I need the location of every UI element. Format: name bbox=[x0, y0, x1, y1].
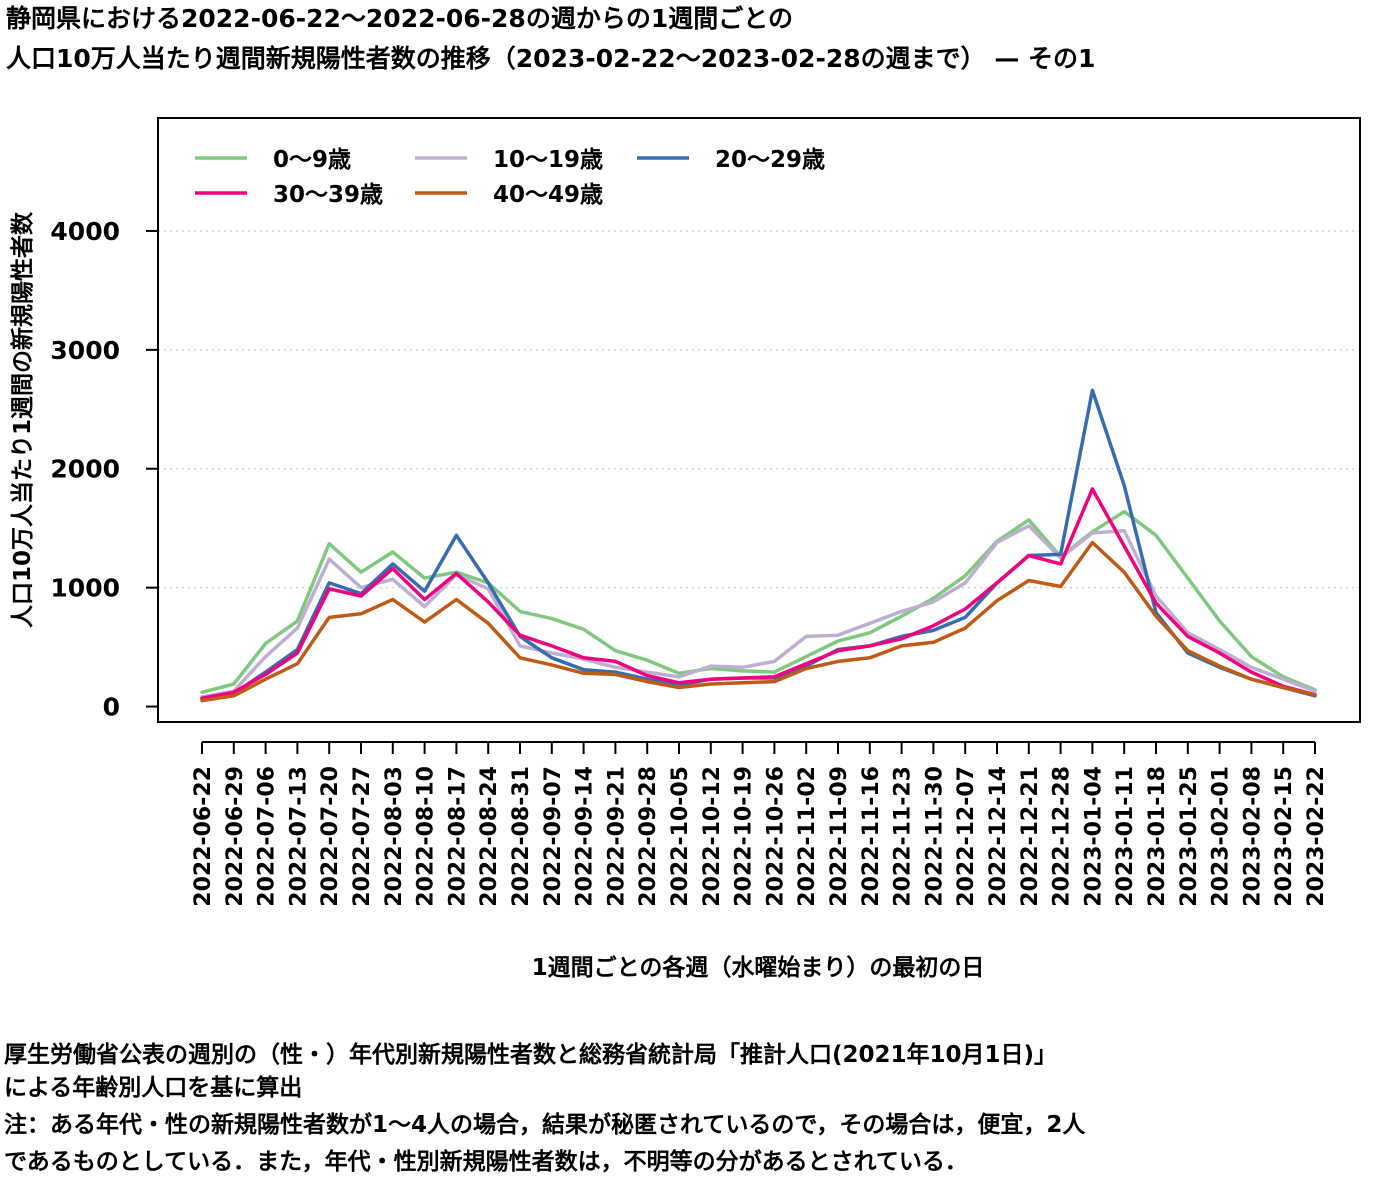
y-tick-label: 2000 bbox=[50, 455, 120, 484]
legend: 0〜9歳 10〜19歳 20〜29歳 30〜39歳 40〜49歳 bbox=[195, 147, 825, 208]
series-line bbox=[200, 509, 1317, 695]
x-tick-label: 2022-07-27 bbox=[350, 766, 375, 907]
x-tick-label: 2023-01-11 bbox=[1113, 766, 1138, 907]
y-tick-label: 0 bbox=[103, 693, 120, 722]
x-tick-label: 2022-09-21 bbox=[604, 766, 629, 907]
x-tick-label: 2022-08-31 bbox=[509, 766, 534, 907]
grid-lines bbox=[158, 230, 1360, 589]
legend-label: 30〜39歳 bbox=[273, 182, 383, 208]
x-tick-label: 2023-02-08 bbox=[1240, 766, 1265, 907]
series-line bbox=[200, 540, 1317, 703]
x-tick-label: 2022-06-22 bbox=[191, 766, 216, 907]
x-tick-label: 2022-11-16 bbox=[859, 766, 884, 907]
x-tick-label: 2022-07-20 bbox=[318, 766, 343, 907]
note-line3: 注：ある年代・性の新規陽性者数が1〜4人の場合，結果が秘匿されているので，その場… bbox=[4, 1112, 1086, 1138]
legend-label: 20〜29歳 bbox=[715, 147, 825, 173]
legend-label: 0〜9歳 bbox=[273, 147, 351, 173]
x-tick-label: 2022-11-09 bbox=[827, 766, 852, 907]
x-tick-label: 2023-02-01 bbox=[1209, 766, 1234, 907]
x-tick-label: 2022-12-14 bbox=[986, 766, 1011, 907]
y-tick-label: 4000 bbox=[50, 217, 120, 246]
x-tick-label: 2022-12-21 bbox=[1018, 766, 1043, 907]
chart-title-line2: 人口10万人当たり週間新規陽性者数の推移（2023-02-22〜2023-02-… bbox=[6, 44, 1096, 73]
legend-label: 10〜19歳 bbox=[493, 147, 603, 173]
series-lines bbox=[200, 388, 1317, 703]
x-tick-label: 2022-12-07 bbox=[954, 766, 979, 907]
series-line bbox=[200, 524, 1317, 699]
x-tick-label: 2022-08-24 bbox=[477, 766, 502, 907]
x-tick-label: 2022-09-28 bbox=[636, 766, 661, 907]
x-tick-label: 2022-10-12 bbox=[700, 766, 725, 907]
y-axis-title: 人口10万人当たり1週間の新規陽性者数 bbox=[9, 211, 36, 628]
plot-frame bbox=[157, 117, 1361, 723]
legend-label: 40〜49歳 bbox=[493, 182, 603, 208]
x-tick-label: 2022-07-13 bbox=[286, 766, 311, 907]
x-tick-label: 2022-10-05 bbox=[668, 766, 693, 907]
note-line1: 厚生労働省公表の週別の（性・）年代別新規陽性者数と総務省統計局「推計人口(202… bbox=[4, 1042, 1058, 1068]
x-tick-label: 2022-06-29 bbox=[223, 766, 248, 907]
x-tick-label: 2022-11-30 bbox=[922, 766, 947, 907]
x-tick-label: 2022-09-07 bbox=[541, 766, 566, 907]
y-axis: 0 1000 2000 3000 4000 bbox=[50, 217, 158, 722]
x-axis: 2022-06-22 2022-06-29 2022-07-06 2022-07-13… bbox=[191, 741, 1329, 907]
x-tick-label: 2023-02-22 bbox=[1304, 766, 1329, 907]
series-line bbox=[200, 388, 1317, 702]
x-tick-label: 2023-01-04 bbox=[1081, 766, 1106, 907]
chart-title-line1: 静岡県における2022-06-22〜2022-06-28の週からの1週間ごとの bbox=[6, 4, 793, 33]
x-tick-label: 2023-01-25 bbox=[1177, 766, 1202, 907]
x-tick-label: 2022-10-26 bbox=[763, 766, 788, 907]
x-tick-label: 2022-08-03 bbox=[382, 766, 407, 907]
x-axis-title: 1週間ごとの各週（水曜始まり）の最初の日 bbox=[532, 954, 985, 981]
x-tick-label: 2022-11-23 bbox=[891, 766, 916, 907]
x-tick-label: 2022-09-14 bbox=[573, 766, 598, 907]
x-tick-label: 2022-12-28 bbox=[1050, 766, 1075, 907]
x-tick-label: 2022-08-17 bbox=[445, 766, 470, 907]
x-tick-label: 2022-10-19 bbox=[732, 766, 757, 907]
note-line4: であるものとしている．また，年代・性別新規陽性者数は，不明等の分があるとされてい… bbox=[4, 1149, 968, 1175]
series-line bbox=[200, 487, 1317, 700]
x-tick-label: 2022-08-10 bbox=[414, 766, 439, 907]
note-line2: による年齢別人口を基に算出 bbox=[4, 1075, 303, 1101]
y-tick-label: 3000 bbox=[50, 336, 120, 365]
x-tick-label: 2023-02-15 bbox=[1272, 766, 1297, 907]
x-tick-label: 2022-07-06 bbox=[255, 766, 280, 907]
x-tick-label: 2023-01-18 bbox=[1145, 766, 1170, 907]
x-tick-label: 2022-11-02 bbox=[795, 766, 820, 907]
y-tick-label: 1000 bbox=[50, 574, 120, 603]
